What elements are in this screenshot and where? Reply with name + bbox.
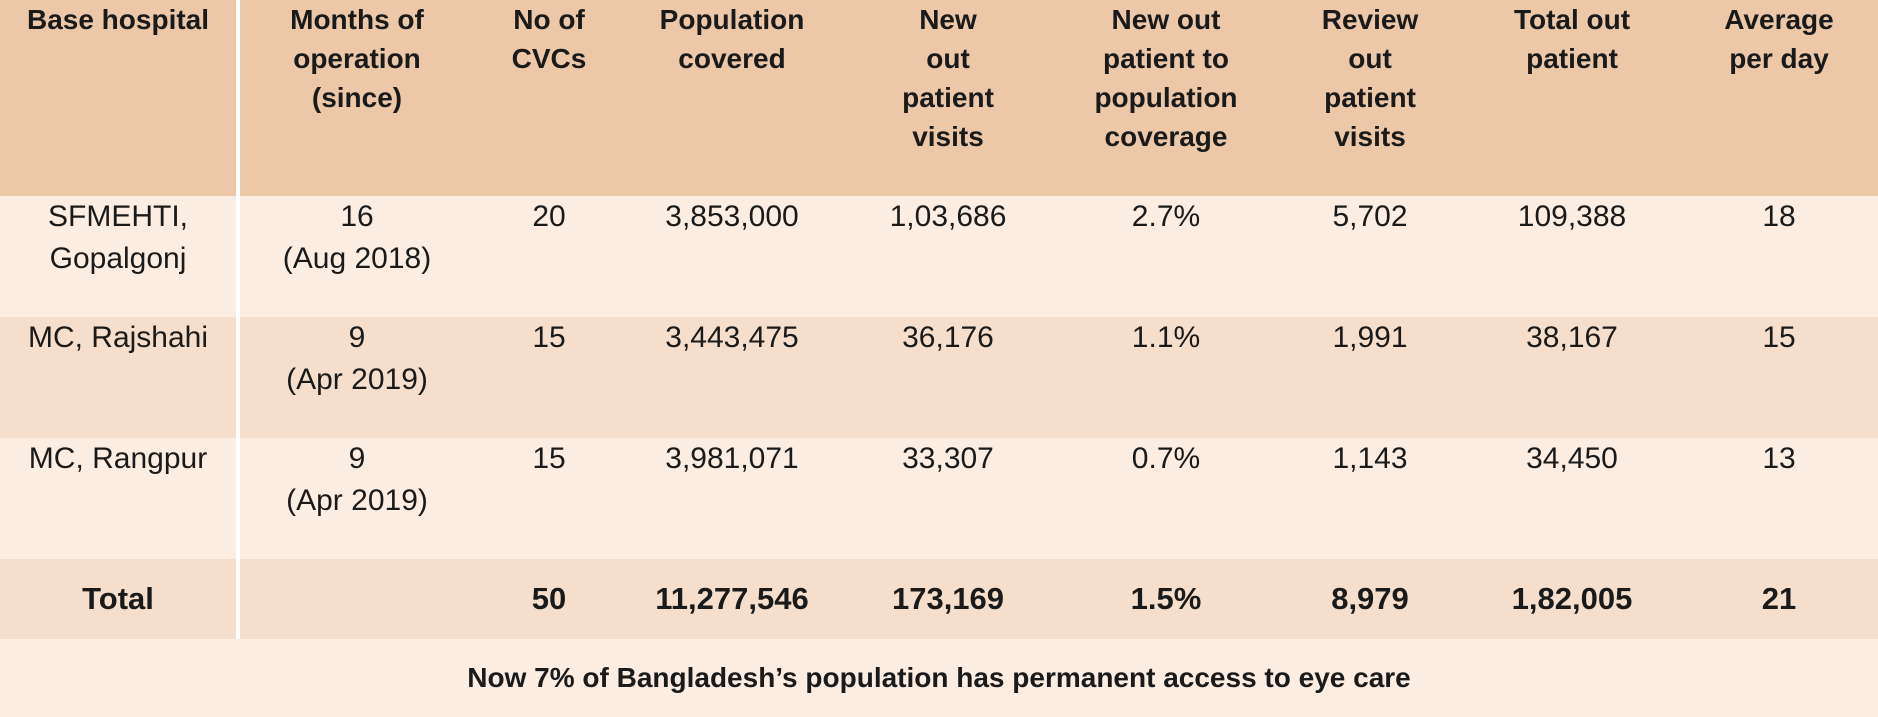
cell-new-op: 33,307 bbox=[902, 442, 994, 475]
header-months-of-operation: Months of operation (since) bbox=[290, 4, 424, 113]
cell-hospital: MC, Rangpur bbox=[0, 438, 240, 559]
total-row: Total 50 11,277,546 173,169 1.5% 8,979 1… bbox=[0, 559, 1878, 639]
cell-total-op: 38,167 bbox=[1526, 321, 1618, 354]
cell-months: 9 (Apr 2019) bbox=[286, 321, 428, 396]
cell-review-op: 5,702 bbox=[1332, 200, 1408, 233]
eye-care-stats-table: Base hospital Months of operation (since… bbox=[0, 0, 1878, 639]
cell-population: 3,981,071 bbox=[665, 442, 799, 475]
total-review-op: 8,979 bbox=[1331, 581, 1409, 616]
header-population-covered: Population covered bbox=[659, 4, 805, 74]
cell-population: 3,853,000 bbox=[665, 200, 799, 233]
header-coverage: New out patient to population coverage bbox=[1094, 4, 1238, 152]
header-base-hospital: Base hospital bbox=[0, 0, 240, 196]
cell-coverage: 1.1% bbox=[1131, 321, 1201, 354]
header-total-out-patient: Total out patient bbox=[1513, 4, 1631, 74]
cell-coverage: 0.7% bbox=[1131, 442, 1201, 475]
cell-months: 9 (Apr 2019) bbox=[286, 442, 428, 517]
cell-coverage: 2.7% bbox=[1131, 200, 1201, 233]
cell-total-op: 109,388 bbox=[1517, 200, 1627, 233]
total-avg-per-day: 21 bbox=[1761, 581, 1797, 616]
footnote: Now 7% of Bangladesh’s population has pe… bbox=[0, 639, 1878, 717]
total-label: Total bbox=[0, 559, 240, 639]
table-row: SFMEHTI, Gopalgonj 16 (Aug 2018) 20 3,85… bbox=[0, 196, 1878, 317]
cell-total-op: 34,450 bbox=[1526, 442, 1618, 475]
cell-avg-per-day: 18 bbox=[1762, 200, 1796, 233]
cell-review-op: 1,143 bbox=[1332, 442, 1408, 475]
header-review-out-patient-visits: Review out patient visits bbox=[1321, 4, 1419, 152]
cell-cvcs: 15 bbox=[532, 442, 566, 475]
header-no-of-cvcs: No of CVCs bbox=[511, 4, 587, 74]
total-coverage: 1.5% bbox=[1130, 581, 1202, 616]
header-average-per-day: Average per day bbox=[1724, 4, 1834, 74]
cell-hospital: SFMEHTI, Gopalgonj bbox=[0, 196, 240, 317]
cell-cvcs: 20 bbox=[532, 200, 566, 233]
total-months bbox=[238, 559, 474, 639]
table-row: MC, Rajshahi 9 (Apr 2019) 15 3,443,475 3… bbox=[0, 317, 1878, 438]
total-population: 11,277,546 bbox=[655, 581, 809, 616]
cell-avg-per-day: 13 bbox=[1762, 442, 1796, 475]
cell-months: 16 (Aug 2018) bbox=[282, 200, 432, 275]
cell-cvcs: 15 bbox=[532, 321, 566, 354]
cell-new-op: 1,03,686 bbox=[889, 200, 1007, 233]
header-new-out-patient-visits: New out patient visits bbox=[902, 4, 994, 152]
total-new-op: 173,169 bbox=[891, 581, 1005, 616]
cell-avg-per-day: 15 bbox=[1762, 321, 1796, 354]
total-cvcs: 50 bbox=[531, 581, 567, 616]
cell-hospital: MC, Rajshahi bbox=[0, 317, 240, 438]
cell-population: 3,443,475 bbox=[665, 321, 799, 354]
cell-review-op: 1,991 bbox=[1332, 321, 1408, 354]
table-row: MC, Rangpur 9 (Apr 2019) 15 3,981,071 33… bbox=[0, 438, 1878, 559]
cell-new-op: 36,176 bbox=[902, 321, 994, 354]
header-row: Base hospital Months of operation (since… bbox=[0, 0, 1878, 196]
total-total-op: 1,82,005 bbox=[1511, 581, 1633, 616]
